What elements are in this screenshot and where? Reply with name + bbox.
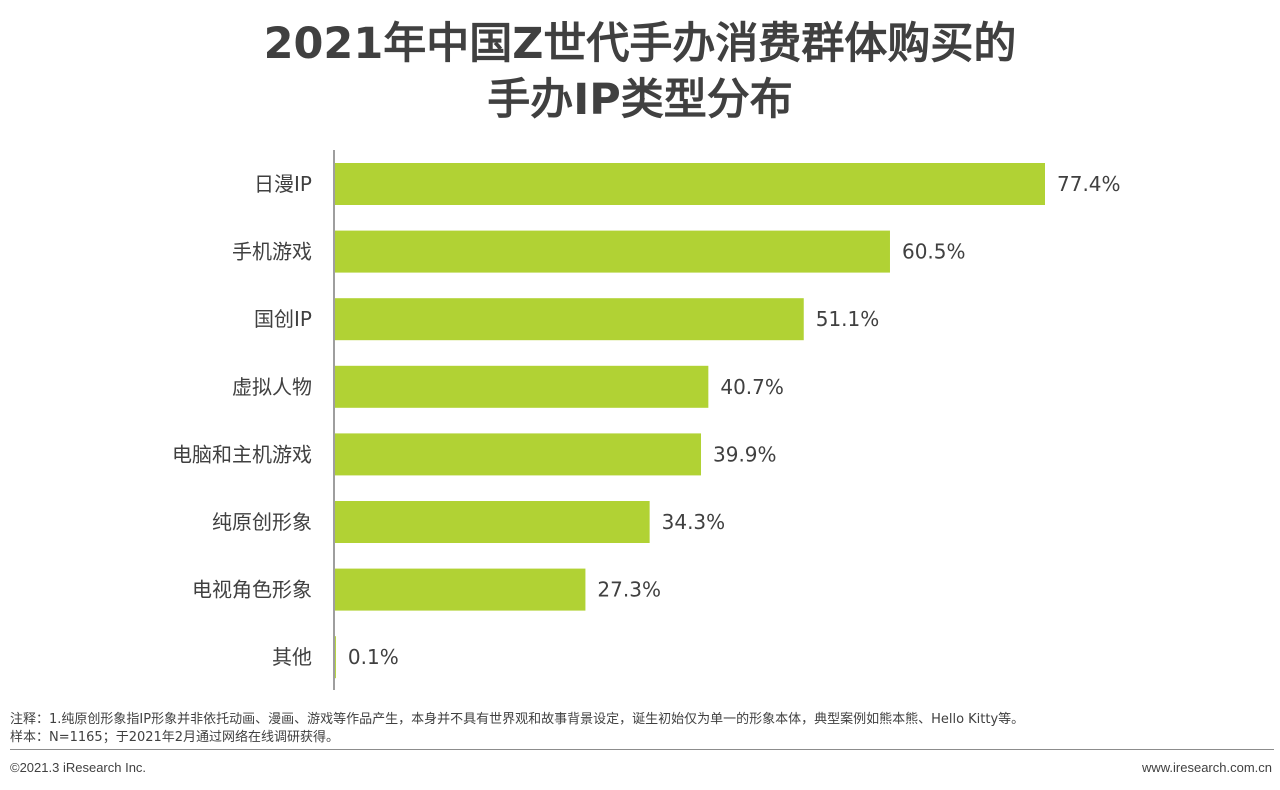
bar (335, 433, 702, 476)
category-label: 纯原创形象 (212, 510, 312, 534)
bar (335, 298, 804, 341)
category-label: 手机游戏 (232, 240, 312, 264)
data-label: 51.1% (816, 307, 880, 331)
data-label: 77.4% (1057, 172, 1121, 196)
bar (335, 365, 709, 408)
footer-divider (10, 749, 1274, 750)
category-label: 电视角色形象 (192, 578, 312, 602)
bar (335, 568, 586, 611)
category-label: 国创IP (254, 307, 312, 331)
category-label: 其他 (272, 645, 312, 669)
bar (335, 501, 650, 543)
category-label: 日漫IP (254, 172, 312, 196)
data-label: 27.3% (597, 578, 661, 602)
bar (335, 636, 336, 679)
footnote: 注释：1.纯原创形象指IP形象并非依托动画、漫画、游戏等作品产生，本身并不具有世… (10, 712, 1025, 727)
data-label: 39.9% (713, 442, 777, 466)
data-label: 0.1% (348, 645, 399, 669)
category-label: 电脑和主机游戏 (172, 442, 312, 466)
sample-note: 样本：N=1165；于2021年2月通过网络在线调研获得。 (10, 730, 340, 745)
data-label: 34.3% (662, 510, 726, 534)
website-link[interactable]: www.iresearch.com.cn (1141, 760, 1272, 775)
chart-title: 2021年中国Z世代手办消费群体购买的 手办IP类型分布 (0, 16, 1280, 128)
chart-title-line-2: 手办IP类型分布 (487, 75, 793, 125)
data-label: 60.5% (902, 240, 966, 264)
chart-title-line-1: 2021年中国Z世代手办消费群体购买的 (263, 19, 1017, 69)
copyright: ©2021.3 iResearch Inc. (10, 760, 147, 775)
data-label: 40.7% (720, 375, 784, 399)
bar (335, 230, 890, 273)
bar-chart: 日漫IP 77.4% 手机游戏 60.5% 国创IP 51.1% 虚拟人物 40.7% 电脑和主… (172, 150, 1121, 690)
bar (335, 163, 1045, 205)
category-label: 虚拟人物 (232, 375, 312, 399)
